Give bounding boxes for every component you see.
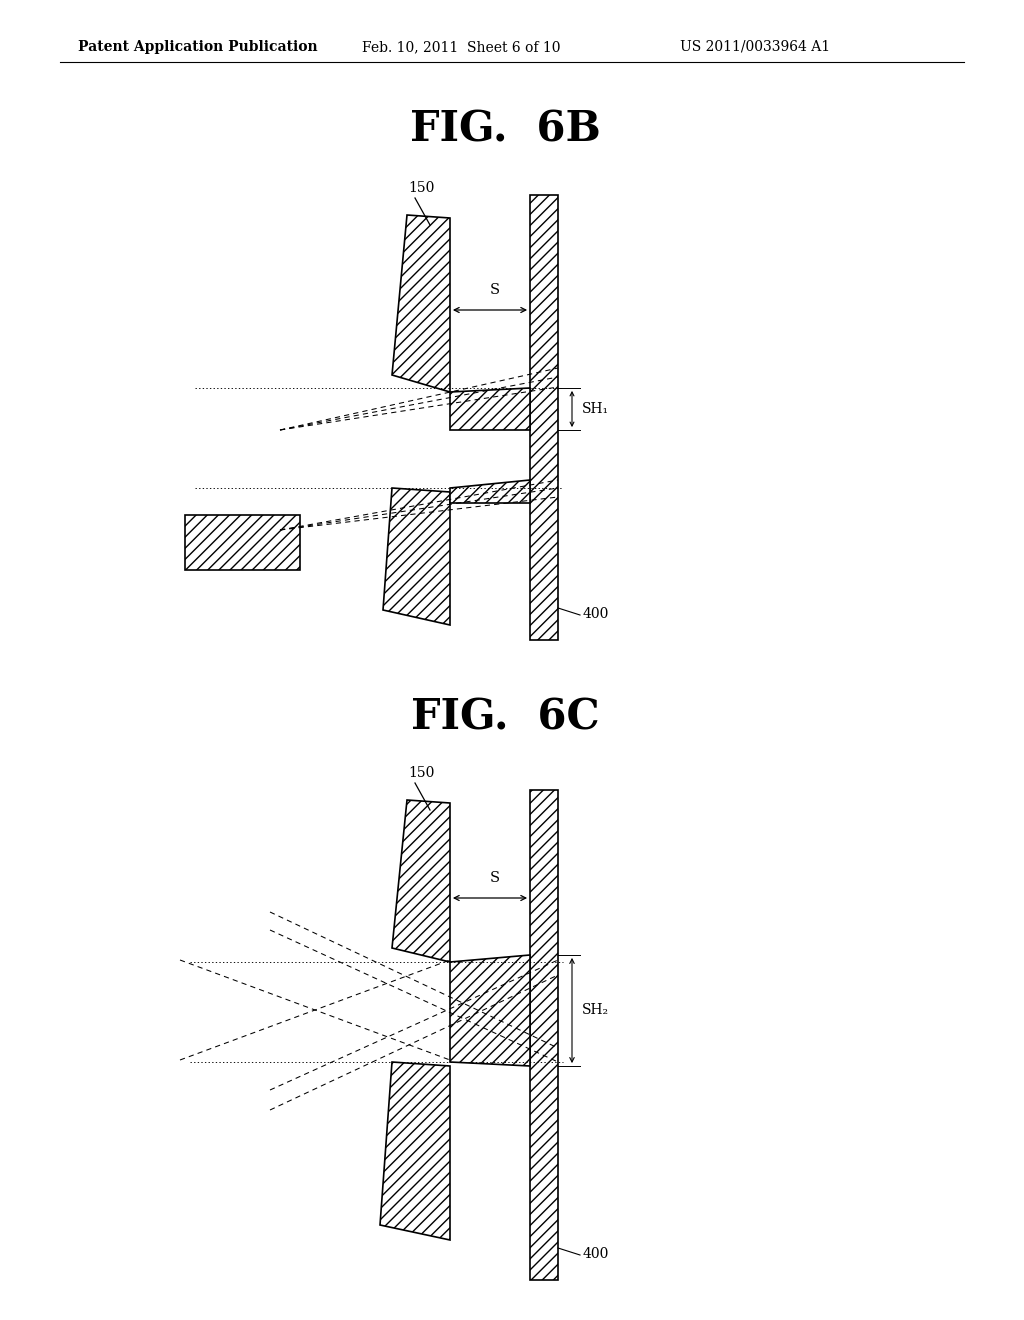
Text: Feb. 10, 2011  Sheet 6 of 10: Feb. 10, 2011 Sheet 6 of 10 [362,40,560,54]
Text: 150: 150 [408,181,434,195]
Text: 400: 400 [583,607,609,620]
Polygon shape [450,388,530,430]
Polygon shape [450,480,530,503]
Bar [530,789,558,1280]
Polygon shape [392,800,450,962]
Text: 400: 400 [583,1247,609,1261]
Text: FIG.  6B: FIG. 6B [410,110,600,150]
Text: US 2011/0033964 A1: US 2011/0033964 A1 [680,40,830,54]
Polygon shape [380,1063,450,1239]
Polygon shape [450,954,530,1067]
Text: FIG.  6C: FIG. 6C [411,697,599,739]
Text: S: S [489,282,500,297]
Polygon shape [392,215,450,392]
Text: SH₁: SH₁ [582,403,609,416]
Text: 150: 150 [408,766,434,780]
Polygon shape [383,488,450,624]
Text: SH₂: SH₂ [582,1003,609,1018]
Bar [530,195,558,640]
Text: S: S [489,871,500,884]
Text: Patent Application Publication: Patent Application Publication [78,40,317,54]
Bar [185,515,300,570]
